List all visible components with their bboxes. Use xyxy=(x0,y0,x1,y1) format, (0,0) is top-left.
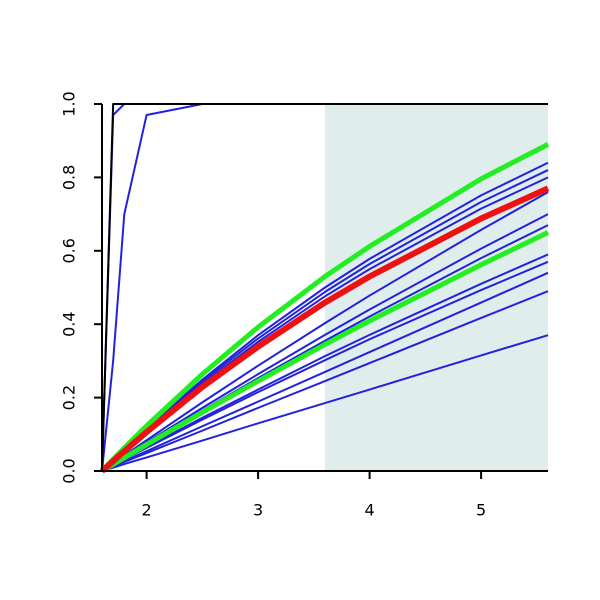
y-tick-label: 0.2 xyxy=(60,385,79,410)
x-tick-label: 5 xyxy=(476,501,486,520)
y-tick-label: 0.6 xyxy=(60,238,79,263)
y-tick-label: 0.0 xyxy=(60,458,79,483)
line xyxy=(101,290,549,472)
line xyxy=(100,230,550,474)
line xyxy=(101,103,548,472)
y-tick-label: 0.8 xyxy=(60,165,79,190)
x-tick-label: 4 xyxy=(365,501,375,520)
y-tick-label: 1.0 xyxy=(60,91,79,116)
line xyxy=(101,334,549,472)
line xyxy=(100,185,550,474)
x-tick-label: 3 xyxy=(253,501,263,520)
x-tick-label: 2 xyxy=(142,501,152,520)
y-tick-label: 0.4 xyxy=(60,311,79,336)
